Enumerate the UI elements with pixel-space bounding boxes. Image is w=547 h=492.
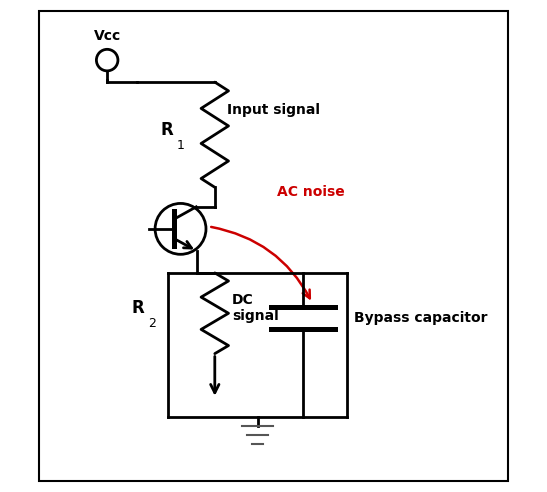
Text: 1: 1: [177, 139, 184, 152]
Text: AC noise: AC noise: [277, 185, 345, 199]
Text: R: R: [132, 299, 144, 317]
Text: Vcc: Vcc: [94, 30, 121, 43]
Text: Input signal: Input signal: [227, 103, 320, 117]
FancyArrowPatch shape: [211, 227, 310, 298]
Text: Bypass capacitor: Bypass capacitor: [354, 311, 488, 325]
Text: 2: 2: [148, 317, 156, 330]
Text: DC
signal: DC signal: [232, 293, 278, 323]
Text: R: R: [161, 121, 174, 139]
